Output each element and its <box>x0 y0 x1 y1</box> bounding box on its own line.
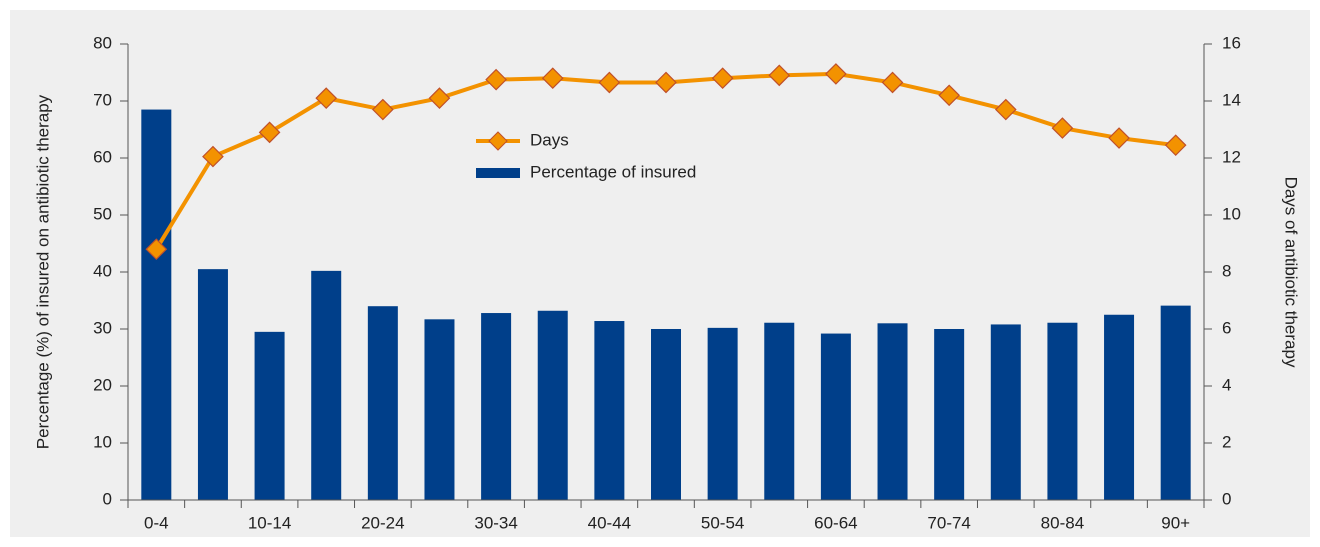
x-tick-label: 50-54 <box>701 513 744 532</box>
marker <box>1164 134 1187 157</box>
y2-tick-label: 12 <box>1222 147 1241 166</box>
bar <box>877 323 908 500</box>
marker <box>1051 117 1074 139</box>
y2-tick-label: 0 <box>1222 489 1231 508</box>
x-tick-label: 20-24 <box>361 513 404 532</box>
y2-tick-label: 2 <box>1222 432 1231 451</box>
marker <box>145 238 168 261</box>
marker <box>1108 127 1130 149</box>
bar <box>537 310 568 500</box>
bar <box>990 324 1021 500</box>
y-axis-label: Percentage (%) of insured on antibiotic … <box>33 94 52 449</box>
y-tick-label: 70 <box>93 90 112 109</box>
bar <box>141 109 172 501</box>
y2-tick-label: 6 <box>1222 318 1231 337</box>
marker <box>428 87 451 109</box>
bar <box>367 306 398 500</box>
y2-tick-label: 10 <box>1222 204 1241 223</box>
bar <box>934 329 965 500</box>
marker <box>711 67 734 90</box>
y2-tick-label: 4 <box>1222 375 1231 394</box>
y-tick-label: 60 <box>93 147 112 166</box>
y-tick-label: 0 <box>103 489 112 508</box>
bar <box>594 321 625 500</box>
bar <box>1047 322 1078 500</box>
x-tick-label: 0-4 <box>144 513 169 532</box>
x-tick-label: 10-14 <box>248 513 291 532</box>
marker <box>825 63 847 85</box>
marker <box>598 71 621 94</box>
bar <box>1104 314 1135 500</box>
marker <box>315 87 338 109</box>
bar <box>197 269 228 500</box>
x-tick-label: 60-64 <box>814 513 857 532</box>
x-tick-label: 30-34 <box>474 513 517 532</box>
bar <box>311 270 342 500</box>
marker <box>485 68 507 91</box>
marker <box>541 67 564 90</box>
x-tick-label: 90+ <box>1161 513 1190 532</box>
y2-tick-label: 16 <box>1222 33 1241 52</box>
marker <box>258 121 281 144</box>
bar <box>707 327 738 500</box>
marker <box>371 98 394 121</box>
y-tick-label: 10 <box>93 432 112 451</box>
y-tick-label: 40 <box>93 261 112 280</box>
marker <box>938 84 961 107</box>
y2-axis-label: Days of antibiotic therapy <box>1282 177 1301 368</box>
marker <box>202 145 224 168</box>
y-tick-label: 20 <box>93 375 112 394</box>
marker <box>881 71 904 94</box>
legend-swatch <box>488 131 508 151</box>
bar <box>1160 305 1191 500</box>
y-tick-label: 50 <box>93 204 112 223</box>
bar <box>651 329 681 500</box>
bar <box>254 331 285 500</box>
bar <box>481 313 512 500</box>
y-tick-label: 80 <box>93 33 112 52</box>
bar <box>820 333 851 500</box>
x-tick-label: 80-84 <box>1041 513 1084 532</box>
legend-swatch <box>476 168 520 178</box>
marker <box>994 98 1017 121</box>
x-tick-label: 40-44 <box>588 513 631 532</box>
marker <box>768 64 791 87</box>
bar <box>424 319 455 500</box>
y2-tick-label: 8 <box>1222 261 1231 280</box>
y2-tick-label: 14 <box>1222 90 1241 109</box>
x-tick-label: 70-74 <box>927 513 970 532</box>
bar <box>764 322 795 500</box>
legend-label: Percentage of insured <box>530 162 696 181</box>
marker <box>655 71 677 94</box>
legend-label: Days <box>530 130 569 149</box>
y-tick-label: 30 <box>93 318 112 337</box>
